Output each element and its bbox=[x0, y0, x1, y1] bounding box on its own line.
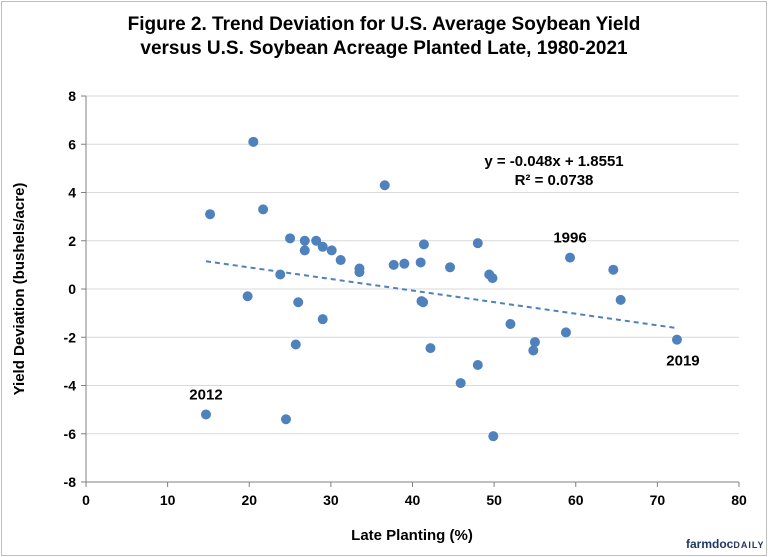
r-squared: R² = 0.0738 bbox=[515, 172, 594, 189]
data-point bbox=[354, 267, 365, 278]
y-tick-label: -6 bbox=[64, 426, 77, 442]
x-tick-labels: 0 10 20 30 40 50 60 70 80 bbox=[82, 492, 747, 508]
data-point bbox=[472, 359, 483, 370]
y-tick-label: 8 bbox=[68, 88, 76, 104]
x-tick-label: 60 bbox=[568, 492, 584, 508]
data-point bbox=[200, 409, 211, 420]
data-point bbox=[425, 343, 436, 354]
data-point bbox=[388, 259, 399, 270]
trendline bbox=[205, 260, 678, 330]
point-annotations: 1996 2012 2019 bbox=[189, 230, 699, 404]
data-point bbox=[258, 204, 269, 215]
data-point bbox=[205, 209, 216, 220]
data-point bbox=[529, 337, 540, 348]
y-tick-label: -2 bbox=[64, 329, 77, 345]
data-point bbox=[488, 431, 499, 442]
chart-title-line1: Figure 2. Trend Deviation for U.S. Avera… bbox=[128, 14, 641, 35]
data-point bbox=[326, 245, 337, 256]
data-point bbox=[455, 378, 466, 389]
data-point bbox=[487, 273, 498, 284]
logo-sub: DAILY bbox=[733, 540, 764, 550]
farmdoc-logo: farmdocDAILY bbox=[686, 537, 765, 551]
data-points bbox=[200, 136, 682, 442]
y-tick-label: -4 bbox=[64, 378, 77, 394]
trend-equation: y = -0.048x + 1.8551 bbox=[484, 153, 623, 170]
logo-name: farmdoc bbox=[686, 537, 734, 551]
data-point bbox=[472, 238, 483, 249]
x-tick-label: 50 bbox=[486, 492, 502, 508]
x-tick-label: 10 bbox=[160, 492, 176, 508]
data-point bbox=[615, 294, 626, 305]
data-point bbox=[275, 269, 286, 280]
gridlines bbox=[86, 95, 739, 483]
data-point bbox=[528, 345, 539, 356]
data-point bbox=[293, 297, 304, 308]
point-annotation: 1996 bbox=[553, 230, 586, 247]
data-point bbox=[565, 252, 576, 263]
y-tick-label: -8 bbox=[64, 474, 77, 490]
x-tick-label: 70 bbox=[650, 492, 666, 508]
data-point bbox=[505, 318, 516, 329]
y-axis-label: Yield Deviation (bushels/acre) bbox=[11, 183, 28, 396]
x-tick-label: 40 bbox=[405, 492, 421, 508]
data-point bbox=[418, 297, 429, 308]
x-tick-label: 0 bbox=[82, 492, 90, 508]
data-point bbox=[317, 314, 328, 325]
point-annotation: 2012 bbox=[189, 386, 222, 403]
x-tick-label: 30 bbox=[323, 492, 339, 508]
data-point bbox=[445, 262, 456, 273]
data-point bbox=[280, 414, 291, 425]
data-point bbox=[399, 258, 410, 269]
y-tick-labels: -8 -6 -4 -2 0 2 4 6 8 bbox=[64, 88, 77, 490]
x-tick-label: 20 bbox=[241, 492, 257, 508]
data-point bbox=[379, 180, 390, 191]
data-point bbox=[560, 327, 571, 338]
data-point bbox=[299, 245, 310, 256]
data-point bbox=[248, 136, 259, 147]
x-tick-label: 80 bbox=[731, 492, 747, 508]
data-point bbox=[671, 334, 682, 345]
y-tick-label: 2 bbox=[68, 233, 76, 249]
axes bbox=[81, 95, 740, 487]
point-annotation: 2019 bbox=[666, 353, 699, 370]
data-point bbox=[299, 235, 310, 246]
data-point bbox=[242, 291, 253, 302]
y-tick-label: 6 bbox=[68, 136, 76, 152]
y-tick-label: 0 bbox=[68, 281, 76, 297]
data-point bbox=[335, 255, 346, 266]
data-point bbox=[311, 235, 322, 246]
data-point bbox=[608, 264, 619, 275]
chart-title-line2: versus U.S. Soybean Acreage Planted Late… bbox=[140, 38, 628, 59]
data-point bbox=[415, 257, 426, 268]
data-point bbox=[290, 339, 301, 350]
x-axis-label: Late Planting (%) bbox=[351, 527, 473, 544]
data-point bbox=[285, 233, 296, 244]
y-tick-label: 4 bbox=[68, 185, 76, 201]
svg-text:farmdocDAILY: farmdocDAILY bbox=[686, 537, 765, 551]
data-point bbox=[317, 241, 328, 252]
data-point bbox=[418, 239, 429, 250]
